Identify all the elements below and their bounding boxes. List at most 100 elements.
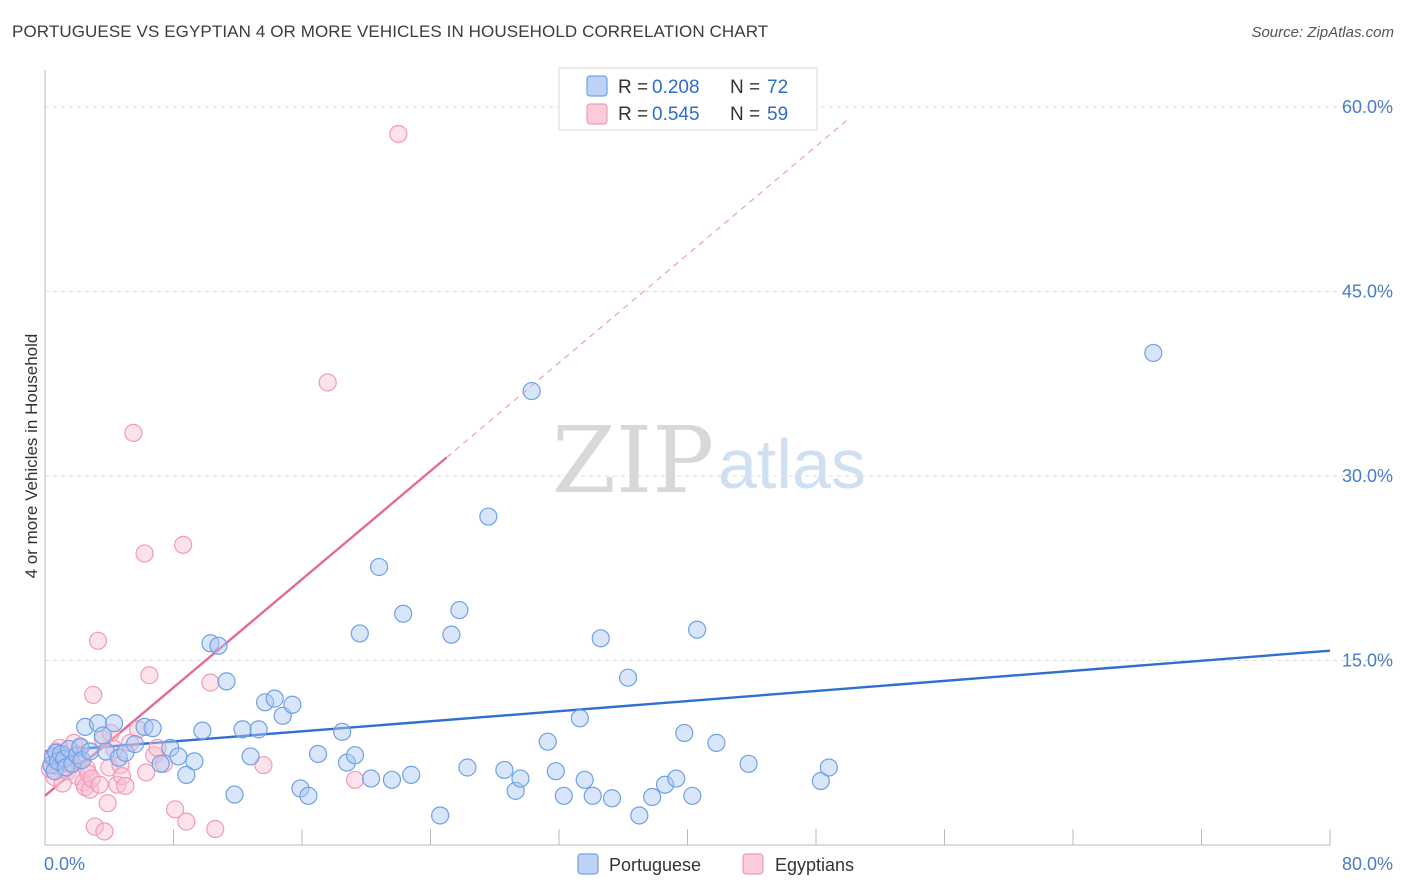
portuguese-point-46 (345, 746, 365, 765)
portuguese-point-28 (185, 752, 204, 771)
legend-n-label-1: N = (730, 77, 760, 98)
legend-r-value-1: 0.208 (652, 77, 700, 98)
trend-lines (44, 118, 1331, 797)
egyptians-point-22 (84, 685, 103, 705)
portuguese-point-60 (511, 769, 530, 788)
egyptians-point-52 (345, 770, 365, 789)
y-axis-label: 4 or more Vehicles in Household (22, 334, 41, 579)
portuguese-point-58 (495, 760, 514, 780)
y-tick-label-1: 30.0% (1342, 466, 1393, 486)
portuguese-point-53 (431, 806, 450, 825)
portuguese-point-42 (299, 786, 318, 805)
legend-swatch-egyptians (586, 103, 608, 125)
bottom-legend-label-portuguese: Portuguese (609, 855, 701, 875)
legend-r-label-1: R = (618, 77, 648, 98)
egyptians-trend-line (44, 456, 448, 797)
portuguese-point-72 (643, 787, 662, 807)
portuguese-point-43 (308, 744, 328, 764)
egyptians-point-25 (90, 775, 109, 794)
x-tick-label-0: 0.0% (44, 854, 85, 874)
portuguese-point-71 (630, 806, 649, 825)
legend-swatch-portuguese (586, 75, 608, 97)
portuguese-point-79 (739, 754, 758, 773)
grid-lines (45, 106, 1392, 661)
portuguese-point-66 (575, 770, 594, 789)
axes (44, 70, 1331, 846)
egyptians-point-35 (116, 776, 135, 796)
portuguese-point-62 (538, 732, 557, 751)
portuguese-point-31 (209, 636, 228, 655)
portuguese-point-57 (479, 507, 498, 526)
egyptians-points (40, 124, 408, 841)
portuguese-point-27 (177, 765, 196, 784)
portuguese-point-29 (193, 721, 212, 740)
tick-labels: 15.0% 30.0% 45.0% 60.0% 0.0% 80.0% (44, 97, 1393, 874)
egyptians-point-41 (140, 666, 159, 685)
egyptians-point-24 (88, 631, 108, 650)
chart-title: PORTUGUESE VS EGYPTIAN 4 OR MORE VEHICLE… (12, 22, 769, 41)
portuguese-point-49 (370, 557, 389, 577)
y-tick-label-3: 60.0% (1342, 97, 1393, 117)
portuguese-point-52 (402, 765, 421, 784)
portuguese-point-70 (618, 668, 638, 687)
y-tick-label-2: 45.0% (1342, 281, 1393, 301)
portuguese-point-37 (255, 693, 275, 712)
egyptians-point-48 (201, 673, 220, 692)
portuguese-point-55 (450, 600, 469, 620)
portuguese-point-21 (125, 735, 145, 754)
legend-n-value-2: 59 (767, 104, 788, 125)
portuguese-point-73 (655, 775, 675, 794)
portuguese-point-65 (570, 709, 589, 728)
egyptians-point-45 (166, 800, 185, 819)
portuguese-point-24 (151, 754, 170, 773)
egyptians-point-50 (254, 755, 273, 775)
portuguese-point-47 (350, 624, 369, 643)
portuguese-point-80 (811, 771, 830, 791)
portuguese-point-78 (707, 733, 726, 752)
portuguese-point-81 (819, 758, 838, 777)
egyptians-point-39 (135, 544, 154, 563)
legend-r-label-2: R = (618, 104, 648, 125)
portuguese-point-75 (675, 723, 694, 743)
portuguese-point-51 (394, 604, 413, 623)
portuguese-point-56 (458, 758, 477, 777)
bottom-legend: Portuguese Egyptians (577, 853, 854, 875)
egyptians-point-23 (85, 817, 104, 836)
portuguese-point-48 (361, 769, 381, 788)
egyptians-point-49 (206, 819, 225, 839)
portuguese-point-44 (333, 722, 352, 741)
portuguese-point-76 (683, 786, 702, 805)
portuguese-point-33 (225, 785, 244, 804)
watermark-atlas: atlas (718, 425, 866, 503)
egyptians-point-47 (177, 812, 196, 831)
portuguese-point-74 (667, 769, 686, 788)
portuguese-point-2 (45, 762, 64, 781)
egyptians-point-28 (98, 794, 117, 813)
egyptians-point-53 (389, 124, 408, 144)
portuguese-point-67 (583, 786, 602, 805)
portuguese-point-38 (265, 689, 284, 708)
portuguese-point-64 (554, 786, 573, 805)
portuguese-point-35 (241, 747, 260, 766)
portuguese-point-36 (249, 720, 268, 739)
portuguese-point-40 (283, 695, 302, 714)
portuguese-point-9 (63, 754, 82, 773)
portuguese-point-50 (382, 770, 402, 789)
egyptians-point-34 (112, 767, 132, 786)
source-label: Source: ZipAtlas.com (1251, 24, 1394, 41)
portuguese-point-61 (522, 381, 541, 401)
legend-r-value-2: 0.545 (652, 104, 700, 125)
portuguese-point-34 (233, 720, 252, 739)
portuguese-point-69 (602, 789, 622, 808)
portuguese-trend-line (44, 649, 1331, 753)
watermark: ZIP atlas (552, 407, 866, 514)
portuguese-point-11 (71, 737, 90, 756)
portuguese-point-18 (104, 714, 124, 733)
portuguese-point-32 (217, 672, 236, 691)
bottom-legend-swatch-egyptians (742, 853, 764, 875)
legend-n-label-2: N = (730, 104, 760, 125)
bottom-legend-swatch-portuguese (577, 853, 599, 875)
portuguese-point-68 (591, 629, 610, 648)
legend: R = 0.208 N = 72 R = 0.545 N = 59 (558, 67, 818, 131)
egyptians-point-51 (318, 373, 337, 392)
